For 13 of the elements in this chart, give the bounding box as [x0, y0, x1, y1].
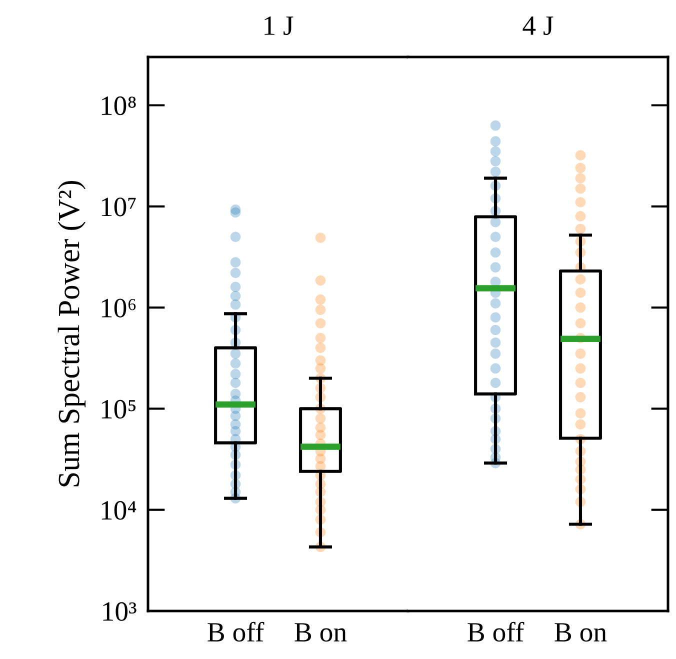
- x-tick-label: B off: [468, 622, 524, 642]
- y-tick-label: 10⁴: [102, 501, 136, 520]
- y-tick-label: 10⁶: [102, 298, 136, 318]
- y-tick-label: 10⁷: [102, 198, 136, 216]
- y-tick-label: 10⁵: [102, 400, 136, 419]
- x-tick-label: B off: [208, 622, 264, 642]
- y-axis-title: Sum Spectral Power (V²): [58, 180, 86, 486]
- y-tick-label: 10³: [103, 602, 136, 621]
- x-tick-label: B on: [294, 623, 347, 642]
- chart-title: 1 J: [264, 16, 294, 36]
- y-tick-label: 10⁸: [102, 96, 136, 116]
- x-tick-label: B on: [554, 623, 607, 642]
- chart-title: 4 J: [522, 16, 554, 36]
